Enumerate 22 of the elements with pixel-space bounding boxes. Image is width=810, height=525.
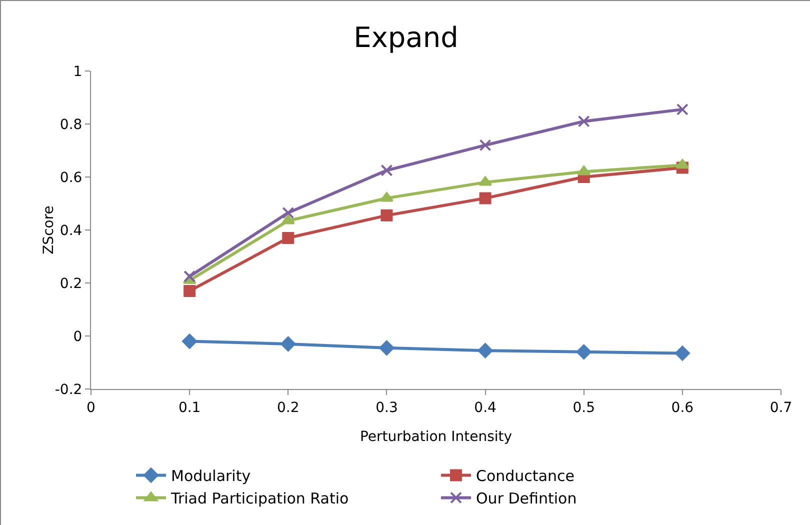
- x-tick-label: 0.1: [178, 400, 201, 416]
- x-tick-label: 0.3: [376, 400, 398, 416]
- y-tick-label: 0.8: [60, 116, 82, 133]
- x-axis-title: Perturbation Intensity: [360, 429, 512, 445]
- chart-title: Expand: [354, 20, 458, 54]
- legend-label: Triad Participation Ratio: [170, 490, 349, 508]
- x-tick-label: 0.2: [277, 400, 300, 416]
- x-tick-label: 0.6: [671, 400, 694, 416]
- x-tick-label: 0.4: [474, 400, 497, 416]
- y-tick-label: 0: [73, 328, 82, 345]
- y-axis-title: ZScore: [41, 206, 57, 254]
- y-tick-label: 0.2: [60, 276, 82, 292]
- y-tick-label: -0.2: [54, 382, 82, 398]
- legend-label: Our Defintion: [476, 490, 577, 508]
- y-tick-label: 0.4: [60, 222, 82, 239]
- x-tick-label: 0.7: [770, 400, 792, 416]
- legend-label: Conductance: [476, 467, 574, 486]
- y-tick-label: 1: [73, 64, 82, 80]
- x-tick-label: 0.5: [572, 400, 595, 416]
- y-tick-label: 0.6: [60, 170, 82, 186]
- x-tick-label: 0: [86, 400, 96, 416]
- legend-label: Modularity: [171, 467, 251, 486]
